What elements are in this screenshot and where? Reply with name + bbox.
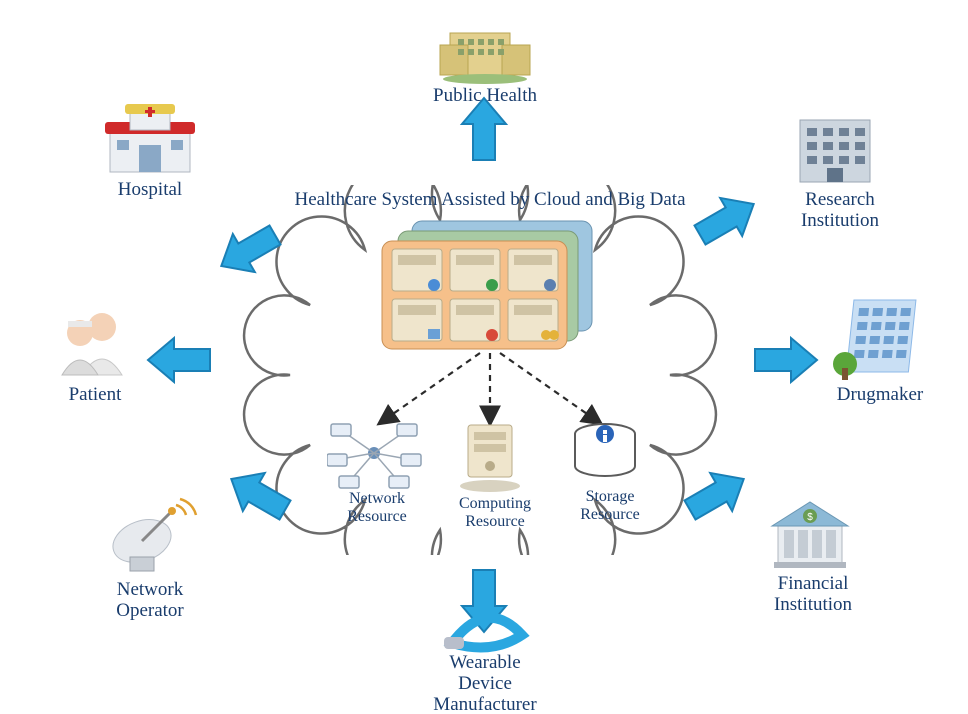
patient-icon (50, 305, 140, 385)
wearable-label: Wearable Device Manufacturer (415, 653, 555, 714)
drugmaker-icon (825, 290, 935, 385)
public-health-icon (430, 15, 540, 85)
research-label: Research Institution (785, 190, 895, 232)
network-operator-label: Network Operator (95, 580, 205, 622)
svg-text:$: $ (807, 512, 813, 523)
research-icon (785, 110, 885, 190)
financial-icon: $ (760, 490, 860, 575)
public-health-label: Public Health (420, 86, 550, 107)
patient-label: Patient (50, 385, 140, 406)
drugmaker-label: Drugmaker (825, 385, 935, 406)
financial-label: Financial Institution (758, 574, 868, 616)
hospital-label: Hospital (100, 180, 200, 201)
diagram-stage: Healthcare System Assisted by Cloud and … (0, 0, 968, 714)
network-operator-icon (100, 495, 200, 580)
hospital-icon (95, 100, 205, 180)
